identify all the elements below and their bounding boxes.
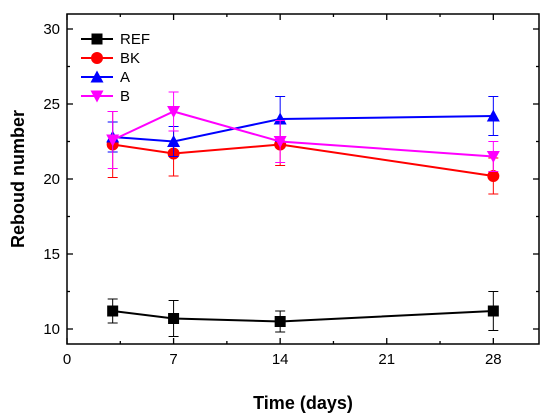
data-point-ref [274,316,286,327]
data-point-ref [168,313,180,324]
data-point-a [486,109,500,122]
x-tick-label: 21 [378,351,395,368]
y-axis-title: Reboud number [8,110,28,248]
data-point-a [167,135,181,147]
legend-marker-bk [91,52,103,64]
x-tick-label: 28 [485,351,502,368]
legend-label-a: A [120,69,130,86]
x-axis: 0 7 14 21 28 [63,14,502,368]
legend-marker-ref [91,33,103,45]
data-point-b [106,134,120,147]
series-line-b [112,110,494,158]
data-point-bk [487,170,500,182]
x-tick-label: 14 [272,351,289,368]
legend-label-ref: REF [120,31,150,48]
x-tick-label: 0 [63,351,71,368]
series-layer [106,91,500,337]
y-axis: 10 15 20 25 30 [43,21,539,338]
legend-label-bk: BK [120,50,140,67]
series-line-bk [112,143,494,177]
y-tick-label: 15 [43,246,60,263]
data-point-a [273,112,287,125]
data-point-ref [487,305,499,317]
data-point-ref [107,305,119,317]
series-line-a [112,115,494,143]
legend-label-b: B [120,88,130,105]
x-tick-label: 7 [169,351,177,368]
data-point-b [167,106,181,118]
y-tick-label: 30 [43,21,60,38]
y-tick-label: 10 [43,321,60,338]
legend-marker-b [90,90,104,103]
x-axis-title: Time (days) [253,393,353,413]
legend-marker-a [90,70,104,83]
series-line-ref [112,310,494,323]
data-point-b [273,136,287,148]
data-point-b [486,151,500,163]
y-tick-label: 20 [43,171,60,188]
y-tick-label: 25 [43,96,60,113]
legend: REF BK AB [81,31,150,105]
